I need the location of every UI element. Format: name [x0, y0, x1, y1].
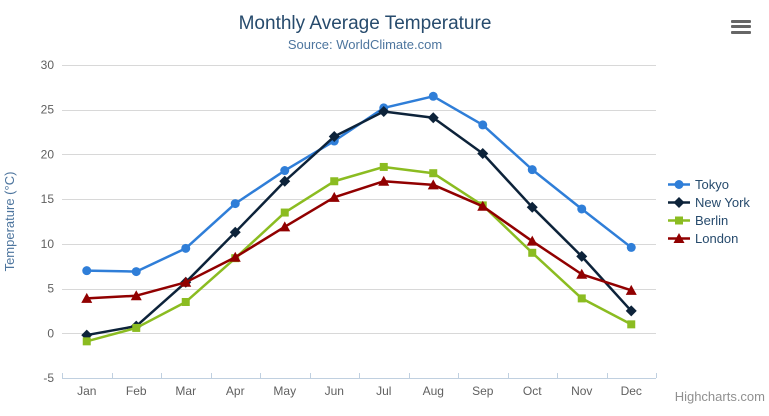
- export-menu-button[interactable]: [729, 16, 757, 40]
- new-york-diamond-marker-icon: [668, 196, 690, 208]
- y-gridlines: [62, 65, 656, 379]
- series-tokyo: [82, 91, 636, 277]
- credits-link[interactable]: Highcharts.com: [674, 389, 765, 404]
- svg-text:Nov: Nov: [571, 384, 592, 398]
- london-triangle-marker-icon: [668, 232, 690, 243]
- svg-text:20: 20: [41, 147, 55, 161]
- y-axis-labels: -5 0 5 10 15 20 25 30: [41, 58, 55, 385]
- svg-text:Jul: Jul: [376, 384, 391, 398]
- svg-text:25: 25: [41, 103, 55, 117]
- legend-item-london[interactable]: London: [668, 229, 750, 247]
- legend: Tokyo New York Berlin London: [668, 175, 750, 247]
- x-axis: [62, 373, 657, 379]
- svg-text:May: May: [273, 384, 296, 398]
- legend-label: Tokyo: [695, 176, 729, 192]
- legend-label: Berlin: [695, 212, 729, 228]
- y-axis-title: Temperature (°C): [2, 172, 17, 272]
- svg-text:Sep: Sep: [472, 384, 494, 398]
- svg-text:5: 5: [47, 282, 54, 296]
- svg-text:Mar: Mar: [175, 384, 196, 398]
- svg-text:15: 15: [41, 192, 55, 206]
- chart-subtitle: Source: WorldClimate.com: [287, 37, 443, 52]
- svg-text:0: 0: [47, 326, 54, 340]
- legend-item-new-york[interactable]: New York: [668, 193, 750, 211]
- svg-text:Aug: Aug: [423, 384, 444, 398]
- x-axis-labels: Jan Feb Mar Apr May Jun Jul Aug Sep Oct Nov Dec: [77, 384, 642, 398]
- tokyo-circle-marker-icon: [668, 179, 690, 189]
- svg-text:Jun: Jun: [325, 384, 344, 398]
- svg-text:Feb: Feb: [126, 384, 147, 398]
- series-london: [81, 175, 637, 303]
- legend-item-berlin[interactable]: Berlin: [668, 211, 750, 229]
- legend-label: London: [695, 230, 739, 246]
- svg-text:Apr: Apr: [226, 384, 245, 398]
- hamburger-icon: [731, 19, 755, 34]
- legend-item-tokyo[interactable]: Tokyo: [668, 175, 750, 193]
- svg-text:Oct: Oct: [523, 384, 542, 398]
- svg-text:30: 30: [41, 58, 55, 72]
- svg-text:-5: -5: [43, 371, 54, 385]
- berlin-square-marker-icon: [668, 216, 690, 224]
- svg-text:10: 10: [41, 237, 55, 251]
- svg-text:Jan: Jan: [77, 384, 96, 398]
- series-new-york: [81, 106, 637, 341]
- chart-title: Monthly Average Temperature: [238, 13, 492, 34]
- legend-label: New York: [695, 194, 750, 210]
- svg-text:Dec: Dec: [621, 384, 642, 398]
